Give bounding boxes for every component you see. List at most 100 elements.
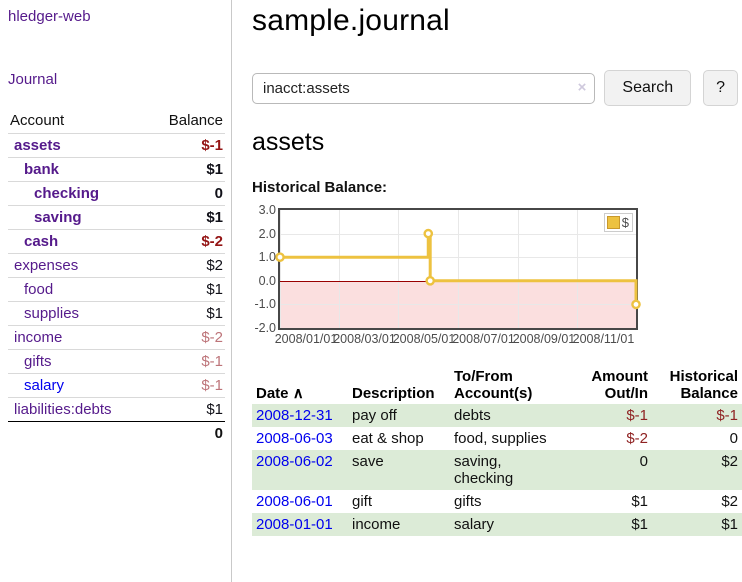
transaction-balance: $-1 [716, 407, 738, 424]
account-row: income $-2 [8, 325, 225, 350]
transaction-date-link[interactable]: 2008-06-03 [256, 430, 333, 447]
register-header-row: Date ∧ Description To/From Account(s) Am… [252, 366, 742, 404]
account-row: cash $-2 [8, 229, 225, 254]
account-row: salary $-1 [8, 373, 225, 398]
register-header-balance: Historical Balance [669, 368, 738, 402]
account-link-liabilities-debts[interactable]: liabilities:debts [14, 401, 112, 418]
account-link-saving[interactable]: saving [34, 209, 82, 226]
account-heading: assets [252, 128, 325, 156]
register-header-date[interactable]: Date ∧ [256, 385, 304, 402]
horizontal-gridline [280, 257, 636, 259]
register-table: Date ∧ Description To/From Account(s) Am… [252, 366, 742, 536]
account-link-salary[interactable]: salary [24, 377, 65, 394]
account-balance: $1 [206, 209, 223, 226]
transaction-date-link[interactable]: 2008-12-31 [256, 407, 333, 424]
account-link-gifts[interactable]: gifts [24, 353, 52, 370]
app-title-link[interactable]: hledger-web [8, 8, 91, 25]
account-link-food[interactable]: food [24, 281, 54, 298]
account-link-supplies[interactable]: supplies [24, 305, 80, 322]
transaction-description: pay off [352, 407, 397, 424]
table-row: 2008-06-01 gift gifts $1 $2 [252, 490, 742, 513]
x-axis-tick-label: 2008/05/01 [392, 332, 456, 346]
accounts-total-value: 0 [147, 421, 225, 445]
transaction-date-link[interactable]: 2008-06-01 [256, 493, 333, 510]
account-balance: $-1 [201, 353, 223, 370]
transaction-balance: $2 [721, 453, 738, 470]
sidebar-item-journal[interactable]: Journal [8, 71, 58, 88]
chart-legend: $ [603, 213, 633, 232]
y-axis-tick-label: 0.0 [258, 273, 276, 288]
sidebar: hledger-web Journal Account Balance asse… [0, 0, 232, 582]
register-header-amount: Amount Out/In [591, 368, 648, 402]
account-balance: $1 [206, 305, 223, 322]
account-row: checking 0 [8, 181, 225, 206]
clear-search-icon[interactable]: × [577, 78, 587, 96]
account-balance: $1 [206, 401, 223, 418]
chart-plot: 3.0 2.0 1.0 0.0 -1.0 -2.0 $ [254, 203, 641, 335]
transaction-amount: $-1 [626, 407, 648, 424]
account-balance: $-1 [201, 377, 223, 394]
transaction-description: eat & shop [352, 430, 424, 447]
search-button[interactable]: Search [604, 70, 692, 106]
help-button[interactable]: ? [703, 70, 738, 106]
search-form: × Search ? [252, 70, 738, 106]
transaction-date-link[interactable]: 2008-01-01 [256, 516, 333, 533]
account-link-checking[interactable]: checking [34, 185, 100, 202]
vertical-gridline [457, 210, 459, 328]
chart-x-axis-labels: 2008/01/01 2008/03/01 2008/05/01 2008/07/01… [274, 332, 642, 350]
transaction-amount: $-2 [626, 430, 648, 447]
vertical-gridline [398, 210, 400, 328]
transaction-balance: 0 [729, 430, 738, 447]
y-axis-tick-label: -1.0 [254, 297, 276, 312]
account-row: liabilities:debts $1 [8, 397, 225, 422]
transaction-accounts: debts [454, 407, 491, 424]
y-axis-tick-label: 1.0 [258, 250, 276, 265]
transaction-amount: 0 [639, 453, 648, 470]
main-content: sample.journal × Search ? assets Histori… [252, 0, 742, 536]
x-axis-tick-label: 2008/01/01 [274, 332, 338, 346]
accounts-total-row: 0 [8, 421, 225, 445]
data-point-marker [425, 276, 436, 286]
horizontal-gridline [280, 304, 636, 306]
transaction-accounts: saving, checking [454, 453, 514, 487]
account-balance: $-2 [201, 329, 223, 346]
x-axis-tick-label: 2008/09/01 [512, 332, 576, 346]
account-link-assets[interactable]: assets [14, 137, 61, 154]
account-row: supplies $1 [8, 301, 225, 326]
account-link-income[interactable]: income [14, 329, 63, 346]
accounts-table: Account Balance assets $-1 bank $1 checking 0… [8, 108, 225, 445]
account-row: expenses $2 [8, 253, 225, 278]
account-link-bank[interactable]: bank [24, 161, 60, 178]
y-axis-tick-label: 3.0 [258, 203, 276, 217]
y-axis-tick-label: 2.0 [258, 226, 276, 241]
vertical-gridline [338, 210, 340, 328]
x-axis-tick-label: 2008/11/01 [572, 332, 635, 346]
account-balance: $-2 [201, 233, 223, 250]
account-balance: $1 [206, 281, 223, 298]
transaction-amount: $1 [631, 516, 648, 533]
transaction-accounts: food, supplies [454, 430, 547, 447]
historical-balance-chart: 3.0 2.0 1.0 0.0 -1.0 -2.0 $ 2008/01/01 2008/03… [252, 203, 642, 350]
transaction-description: save [352, 453, 384, 470]
account-balance: $2 [206, 257, 223, 274]
sort-asc-icon: ∧ [292, 385, 304, 402]
accounts-header-account: Account [10, 112, 65, 129]
balance-series [275, 228, 641, 310]
transaction-balance: $1 [721, 516, 738, 533]
transaction-date-link[interactable]: 2008-06-02 [256, 453, 333, 470]
transaction-description: income [352, 516, 401, 533]
search-input[interactable] [252, 72, 596, 104]
account-link-cash[interactable]: cash [24, 233, 59, 250]
transaction-accounts: salary [454, 516, 495, 533]
account-link-expenses[interactable]: expenses [14, 257, 79, 274]
account-row: saving $1 [8, 205, 225, 230]
table-row: 2008-06-03 eat & shop food, supplies $-2 0 [252, 427, 742, 450]
table-row: 2008-06-02 save saving, checking 0 $2 [252, 450, 742, 490]
x-axis-tick-label: 2008/07/01 [452, 332, 515, 346]
chart-label: Historical Balance: [252, 179, 388, 196]
transaction-balance: $2 [721, 493, 738, 510]
vertical-gridline [517, 210, 519, 328]
vertical-gridline [577, 210, 579, 328]
vertical-gridline [280, 210, 281, 328]
legend-label: $ [621, 215, 629, 230]
